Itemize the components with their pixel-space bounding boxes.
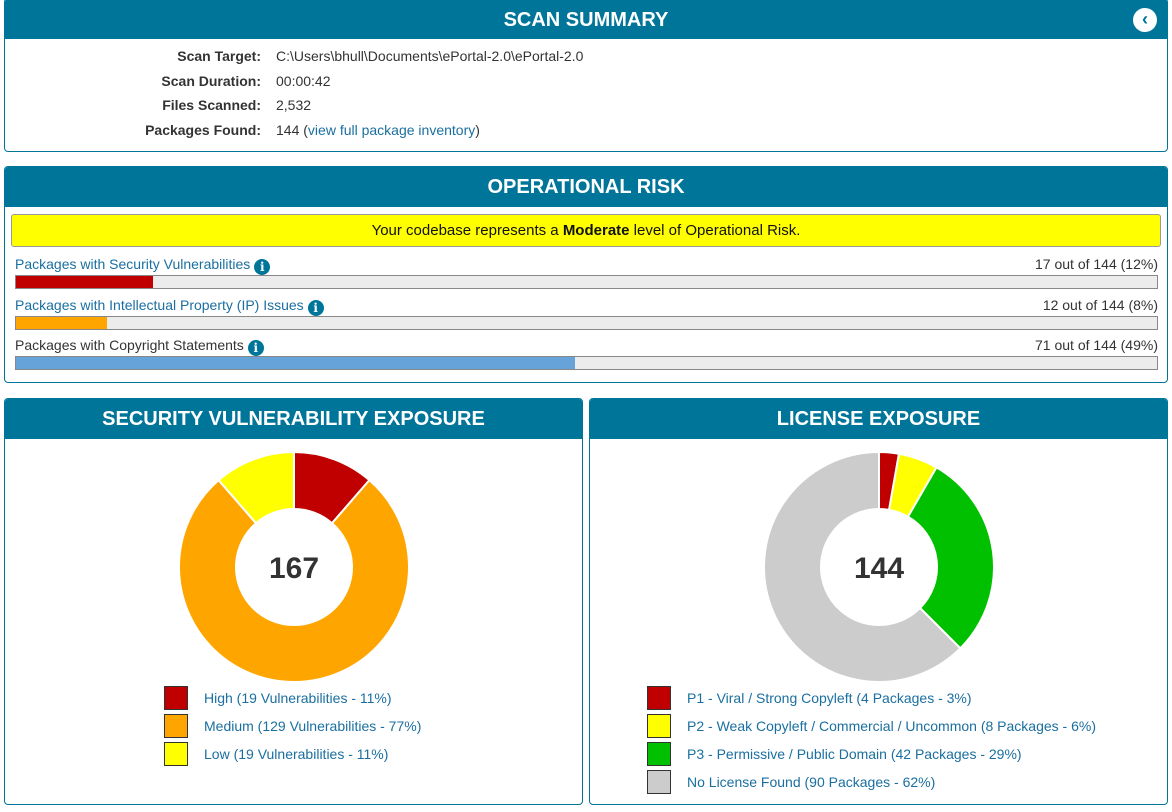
legend-item[interactable]: Low (19 Vulnerabilities - 11%) [164,740,421,768]
value-text: C:\Users\bhull\Documents\ePortal-2.0\ePo… [276,48,584,64]
donut-slice[interactable] [217,450,295,525]
donut-slice[interactable] [178,478,410,683]
risk-level: Moderate [562,222,630,239]
legend-swatch [164,686,188,710]
chevron-left-icon[interactable]: ‹ [1133,8,1157,32]
metric-link[interactable]: Packages with Security Vulnerabilities [15,256,251,272]
info-icon[interactable]: i [254,259,271,275]
security-title: SECURITY VULNERABILITY EXPOSURE [5,399,582,439]
metric-count: 71 out of 144 (49%) [1035,337,1158,353]
operational-risk-panel: OPERATIONAL RISK Your codebase represent… [4,166,1168,383]
legend-item[interactable]: No License Found (90 Packages - 62%) [647,768,1096,796]
summary-label: Files Scanned: [162,97,261,113]
risk-metric: Packages with Intellectual Property (IP)… [15,296,1158,330]
progress-bar [15,315,1158,330]
value-text: 00:00:42 [276,72,331,89]
donut-slice[interactable] [763,450,962,683]
legend-item[interactable]: P1 - Viral / Strong Copyleft (4 Packages… [647,684,1096,712]
donut-chart: 167 [178,450,410,683]
legend-swatch [647,686,671,710]
scan-summary-panel: SCAN SUMMARY ‹ Scan Target: C:\Users\bhul… [4,0,1168,152]
legend-swatch [647,770,671,794]
metric-label: Packages with Copyright Statements [15,337,244,353]
legend-label: High (19 Vulnerabilities - 11%) [204,690,392,706]
progress-bar [15,356,1158,370]
chart-legend: High (19 Vulnerabilities - 11%) Medium (1… [164,684,421,768]
metric-count: 12 out of 144 (8%) [1042,296,1158,313]
value-text: 144 [276,121,300,138]
metric-count: 17 out of 144 (12%) [1035,256,1158,272]
donut-chart: 144 [763,450,995,683]
progress-fill [16,357,576,369]
summary-value: 2,532 [276,95,311,115]
value-text: 2,532 [276,97,312,113]
legend-label: Low (19 Vulnerabilities - 11%) [204,746,389,762]
summary-value: 00:00:42 [276,71,331,91]
legend-label: P1 - Viral / Strong Copyleft (4 Packages… [687,690,972,706]
legend-item[interactable]: P2 - Weak Copyleft / Commercial / Uncomm… [647,712,1096,740]
legend-item[interactable]: High (19 Vulnerabilities - 11%) [164,684,421,712]
legend-swatch [647,714,671,738]
license-exposure-panel: LICENSE EXPOSURE 144 P1 - Viral / Strong … [589,398,1168,805]
chart-legend: P1 - Viral / Strong Copyleft (4 Packages… [647,684,1096,796]
donut-center-total: 167 [269,552,319,585]
risk-metric: Packages with Copyright Statements i 71 ou… [15,336,1158,370]
legend-label: P2 - Weak Copyleft / Commercial / Uncomm… [687,718,1096,734]
summary-label: Packages Found: [145,121,261,138]
legend-item[interactable]: P3 - Permissive / Public Domain (42 Pack… [647,740,1096,768]
progress-fill [16,316,108,329]
license-title: LICENSE EXPOSURE [590,399,1167,439]
metric-link[interactable]: Packages with Intellectual Property (IP)… [15,296,304,313]
info-icon[interactable]: i [307,299,324,316]
legend-swatch [164,714,188,738]
progress-fill [16,276,153,288]
donut-slice[interactable] [906,466,995,650]
donut-center-total: 144 [854,552,904,585]
legend-label: Medium (129 Vulnerabilities - 77%) [204,718,422,734]
summary-value: 144 (view full package inventory) [276,121,480,138]
banner-text: Your codebase represents a [371,222,563,239]
info-icon[interactable]: i [247,340,264,356]
legend-label: P3 - Permissive / Public Domain (42 Pack… [687,746,1022,762]
legend-label: No License Found (90 Packages - 62%) [687,774,936,790]
legend-item[interactable]: Medium (129 Vulnerabilities - 77%) [164,712,421,740]
summary-value: C:\Users\bhull\Documents\ePortal-2.0\ePo… [276,46,583,66]
legend-swatch [164,742,188,766]
summary-label: Scan Duration: [161,72,261,89]
risk-level-banner: Your codebase represents a Moderate leve… [11,214,1161,247]
risk-metric: Packages with Security Vulnerabilities i 1… [15,255,1158,289]
progress-bar [15,275,1158,289]
summary-label: Scan Target: [177,48,261,64]
operational-risk-title: OPERATIONAL RISK [5,167,1167,207]
scan-summary-title: SCAN SUMMARY [5,0,1167,39]
banner-text: level of Operational Risk. [629,222,801,239]
view-inventory-link[interactable]: view full package inventory [307,121,476,138]
security-vulnerability-panel: SECURITY VULNERABILITY EXPOSURE 167 High … [4,398,583,805]
legend-swatch [647,742,671,766]
